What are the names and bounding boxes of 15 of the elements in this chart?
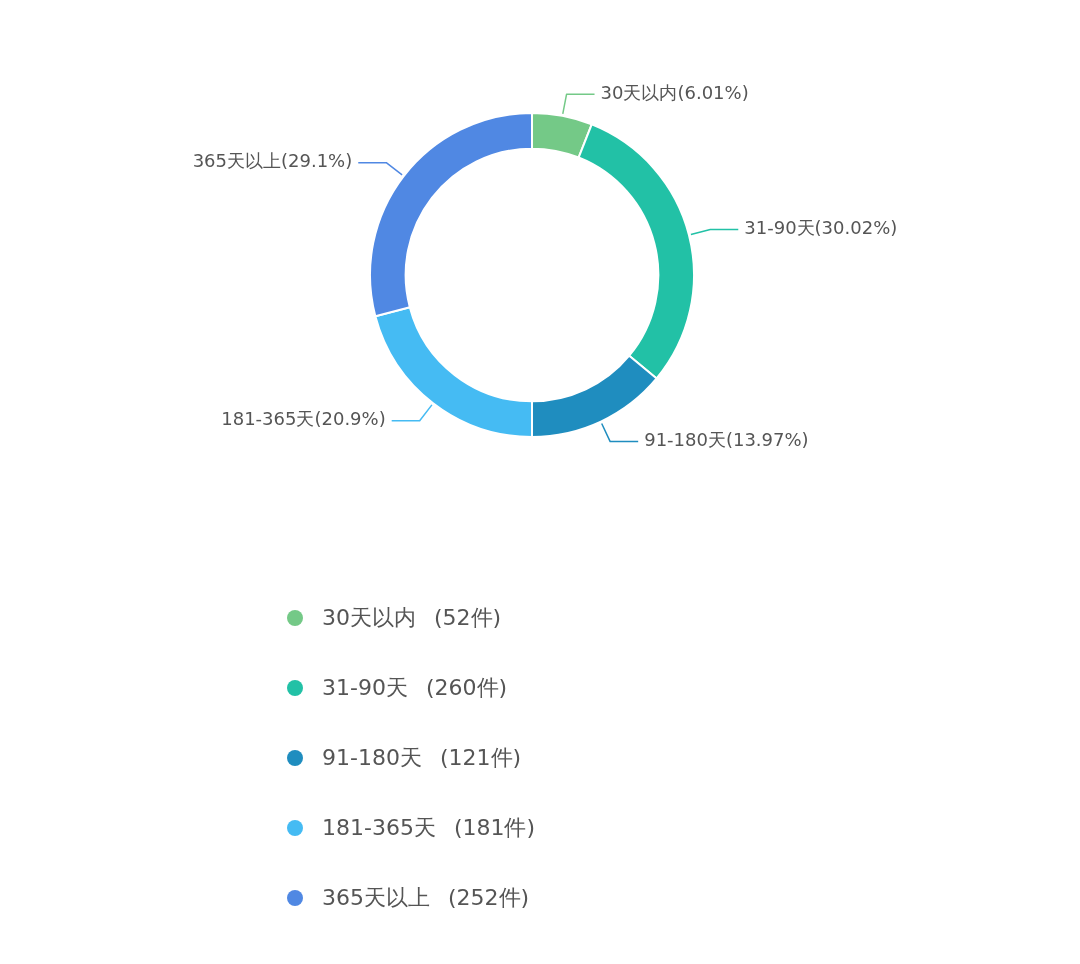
category-label: 31-90天(30.02%) (744, 217, 898, 239)
category-label: 91-180天(13.97%) (644, 429, 809, 451)
text: (52件) (434, 604, 502, 632)
legend-label: 181-365天 (322, 814, 436, 842)
category-label: 365天以上(29.1%) (192, 150, 353, 172)
legend-label: 91-180天 (322, 744, 422, 772)
text: (181件) (453, 814, 536, 842)
legend-label: 365天以上 (322, 884, 430, 912)
category-label: 181-365天(20.9%) (221, 408, 386, 430)
text: (121件) (439, 744, 522, 772)
legend-label: 31-90天 (322, 674, 408, 702)
legend-label: 30天以内 (322, 604, 416, 632)
text: (260件) (425, 674, 508, 702)
text: (252件) (448, 884, 530, 912)
category-label: 30天以内(6.01%) (600, 81, 749, 103)
